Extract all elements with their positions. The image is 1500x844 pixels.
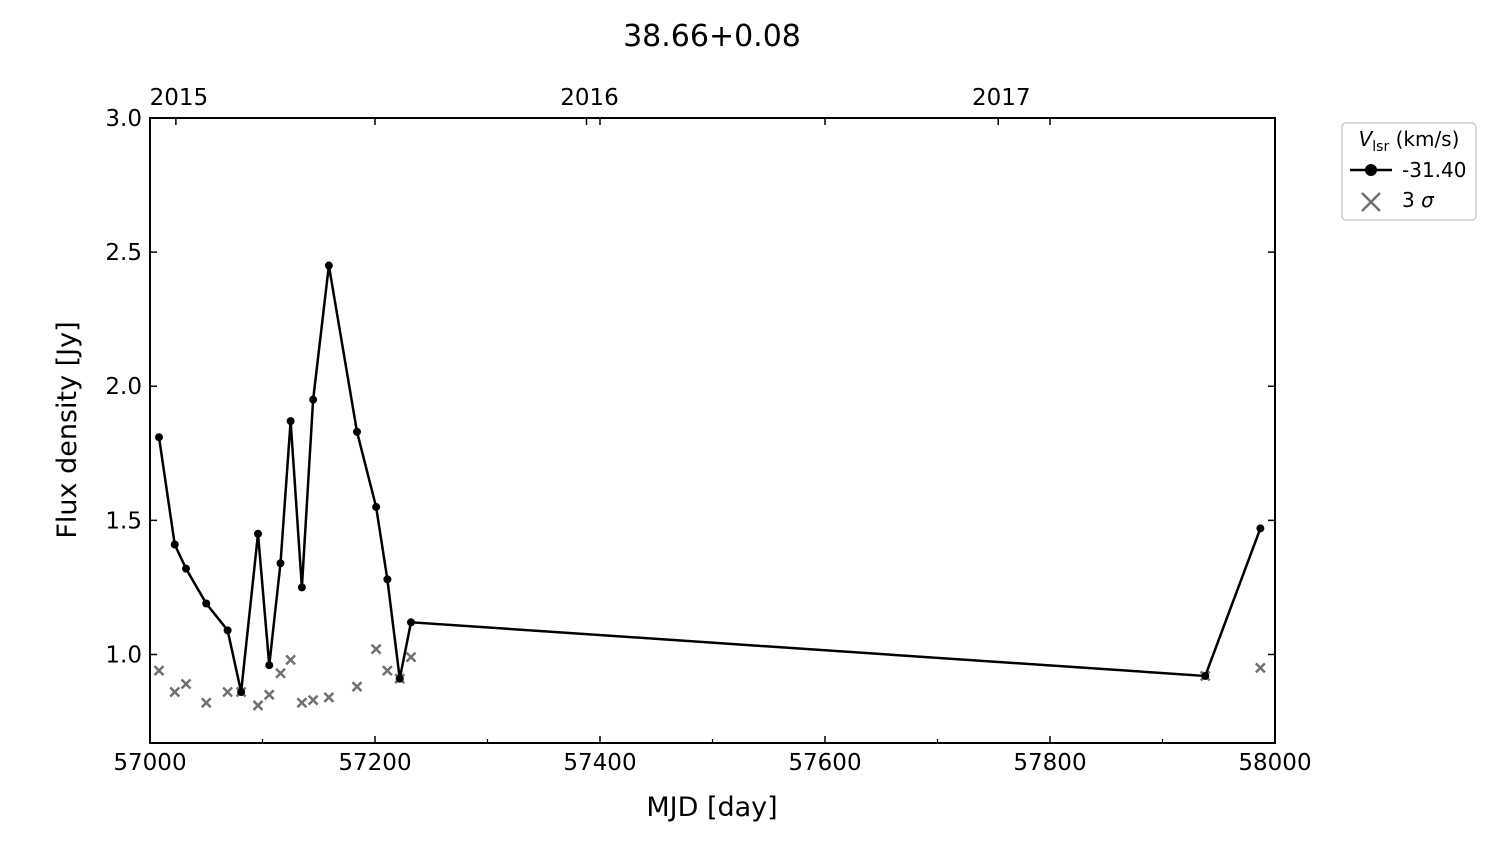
series-point [202, 599, 211, 608]
sigma-marker [370, 643, 382, 655]
x-axis-label: MJD [day] [646, 792, 777, 823]
y-tick-label: 3.0 [105, 106, 142, 132]
legend-sigma-main: 3 [1402, 188, 1421, 212]
plot-frame [149, 117, 1276, 744]
x-tick-label: 58000 [1238, 750, 1311, 776]
y-tick-label: 1.5 [105, 508, 142, 534]
sigma-marker [263, 689, 275, 701]
sigma-marker [296, 697, 308, 709]
series-point [309, 395, 318, 404]
legend-title-unit: (km/s) [1389, 127, 1459, 151]
y-tick-label: 2.5 [105, 240, 142, 266]
sigma-marker [323, 692, 335, 703]
series-point [372, 502, 381, 511]
legend-x-swatch [1361, 192, 1381, 212]
sigma-marker [169, 686, 181, 698]
legend-entry-sigma: 3 σ [1402, 188, 1435, 212]
sigma-marker [351, 681, 363, 693]
series-point [182, 564, 190, 573]
legend-title: Vlsr (km/s) [1359, 127, 1460, 155]
y-tick-label: 1.0 [105, 642, 142, 668]
series-point [1201, 671, 1210, 680]
series-point [170, 540, 179, 549]
sigma-marker [405, 651, 417, 663]
axis-ticks: 57000 57200 57400 57600 57800 58000 1.0 1.5 2.0 2… [105, 85, 1311, 776]
sigma-marker [307, 694, 319, 706]
legend-sigma-symbol: σ [1421, 188, 1435, 212]
series-line [157, 265, 1262, 693]
series-point [1256, 524, 1265, 533]
data-series [153, 261, 1266, 711]
sigma-marker [381, 665, 393, 676]
legend-title-sub: lsr [1372, 139, 1389, 155]
legend-title-main: V [1359, 127, 1374, 151]
chart-title: 38.66+0.08 [623, 19, 801, 54]
y-axis-label: Flux density [Jy] [52, 321, 83, 538]
series-point [407, 618, 415, 627]
sigma-marker [275, 667, 286, 679]
x-tick-label: 57200 [338, 750, 411, 776]
sigma-marker [252, 700, 264, 711]
legend-circle-swatch [1365, 164, 1377, 176]
series-point [223, 626, 232, 635]
series-point [395, 674, 404, 683]
legend: Vlsr (km/s) -31.40 3 σ [1341, 122, 1477, 221]
sigma-marker [200, 697, 212, 709]
sigma-marker [153, 665, 165, 676]
sigma-marker [180, 678, 192, 690]
series-point [265, 661, 274, 670]
series-point [276, 559, 285, 568]
series-point [353, 427, 361, 436]
series-point [155, 433, 163, 442]
series-point [383, 575, 392, 584]
x-tick-label: 57600 [788, 750, 861, 776]
sigma-marker [1254, 662, 1266, 674]
x-tick-label: 57000 [113, 750, 186, 776]
series-point [237, 688, 246, 697]
year-tick-label: 2015 [150, 85, 209, 111]
series-point [324, 261, 333, 270]
y-tick-label: 2.0 [105, 374, 142, 400]
year-tick-label: 2017 [972, 85, 1031, 111]
series-point [297, 583, 306, 592]
sigma-marker [222, 686, 234, 698]
series-point [254, 529, 262, 538]
x-tick-label: 57400 [563, 750, 636, 776]
sigma-marker [285, 654, 297, 666]
year-tick-label: 2016 [560, 85, 619, 111]
series-point [286, 417, 295, 426]
legend-entry-series: -31.40 [1402, 158, 1466, 182]
x-tick-label: 57800 [1013, 750, 1086, 776]
